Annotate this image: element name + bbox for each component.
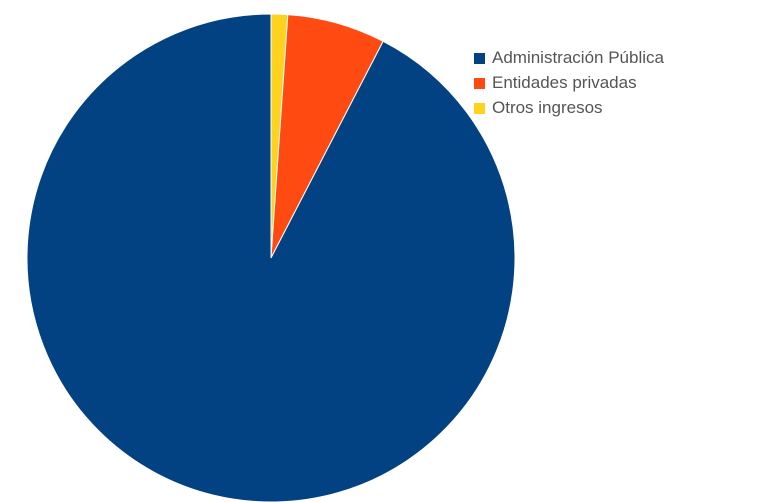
- pie-slice-administracion-publica: [26, 13, 516, 502]
- legend-swatch: [474, 52, 485, 64]
- legend-swatch: [474, 102, 485, 114]
- legend-label: Administración Pública: [492, 48, 664, 67]
- legend-swatch: [474, 77, 485, 89]
- legend-item-administracion-publica: Administración Pública: [474, 48, 664, 68]
- legend: Administración Pública Entidades privada…: [474, 48, 664, 118]
- legend-label: Otros ingresos: [492, 98, 603, 117]
- legend-item-entidades-privadas: Entidades privadas: [474, 73, 664, 93]
- legend-item-otros-ingresos: Otros ingresos: [474, 98, 664, 118]
- pie-slices: [26, 13, 516, 502]
- legend-label: Entidades privadas: [492, 73, 637, 92]
